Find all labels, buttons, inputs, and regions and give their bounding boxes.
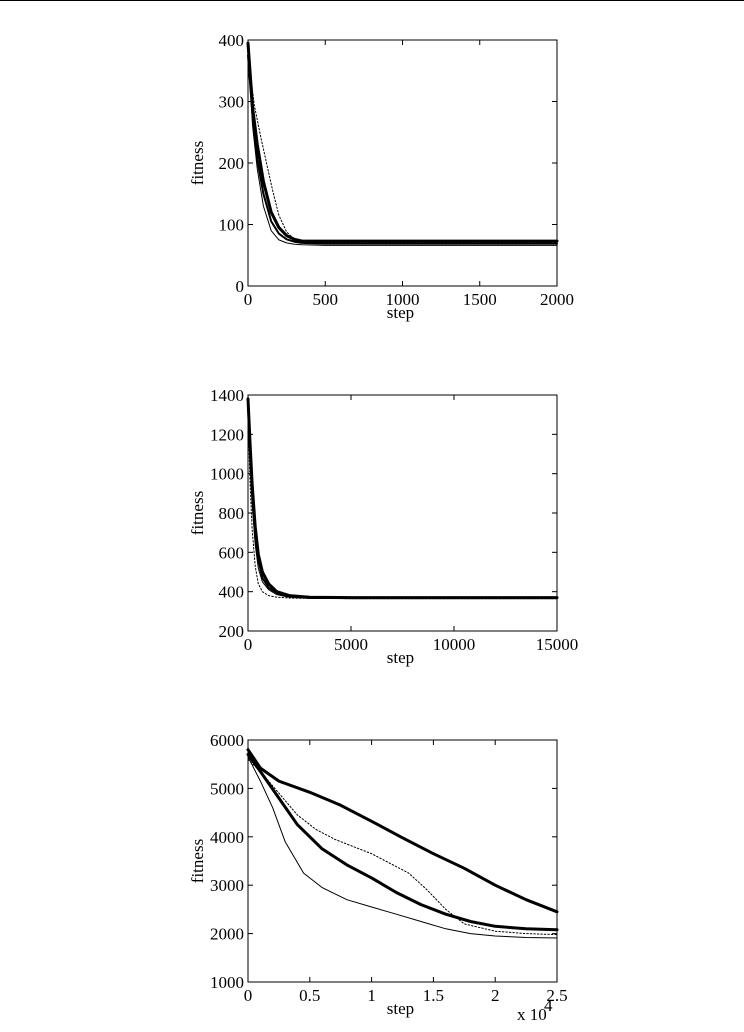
x-tick-label: 500 (313, 290, 339, 309)
x-axis-multiplier-exponent: 4 (544, 996, 553, 1015)
y-tick-label: 200 (219, 622, 245, 641)
plot-frame (247, 739, 558, 983)
series-line-2 (247, 48, 558, 246)
x-tick-label: 2000 (540, 290, 574, 309)
chart-2-fitness-vs-step: 0 5000 10000 15000 200 400 600 800 1000 1200 1400 s… (188, 386, 579, 667)
x-tick-label: 2.5 (546, 986, 567, 1005)
x-tick-label: 0 (244, 290, 253, 309)
page-top-rule (0, 0, 744, 1)
y-tick-label: 4000 (210, 828, 244, 847)
y-axis-label: fitness (188, 839, 207, 883)
x-tick-label: 0.5 (299, 986, 320, 1005)
series-line-1 (246, 41, 559, 243)
y-axis-label: fitness (188, 491, 207, 535)
plot-frame (247, 39, 558, 287)
x-axis-label: step (387, 648, 414, 667)
y-tick-label: 1000 (210, 465, 244, 484)
y-tick-label: 1200 (210, 425, 244, 444)
x-axis-label: step (387, 303, 414, 322)
y-axis-label: fitness (188, 141, 207, 185)
x-tick-label: 1.5 (423, 986, 444, 1005)
chart-3-fitness-vs-step: 0 0.5 1 1.5 2 2.5 1000 2000 3000 4000 5000 6000 step… (188, 731, 568, 1024)
series-line-4 (247, 401, 558, 599)
y-tick-label: 400 (219, 583, 245, 602)
x-axis-label: step (387, 999, 414, 1018)
series-line-1 (246, 748, 559, 914)
series-line-2 (246, 753, 559, 932)
x-tick-label: 1500 (463, 290, 497, 309)
y-tick-label: 1400 (210, 386, 244, 405)
y-tick-label: 0 (236, 277, 245, 296)
series-line-3 (247, 414, 558, 600)
chart-1-fitness-vs-step: 0 500 1000 1500 2000 0 100 200 300 400 step fitness (188, 31, 574, 322)
x-tick-label: 1 (367, 986, 376, 1005)
y-tick-label: 400 (219, 31, 245, 50)
series-line-4 (247, 54, 558, 245)
y-tick-label: 3000 (210, 876, 244, 895)
y-tick-label: 6000 (210, 731, 244, 750)
series-line-3 (247, 756, 558, 939)
y-tick-label: 2000 (210, 925, 244, 944)
y-tick-label: 200 (219, 154, 245, 173)
y-tick-label: 100 (219, 216, 245, 235)
plot-frame (247, 394, 558, 632)
x-tick-label: 5000 (334, 635, 368, 654)
y-tick-label: 600 (219, 543, 245, 562)
x-tick-label: 0 (244, 986, 253, 1005)
x-tick-label: 10000 (433, 635, 476, 654)
series-line-4 (247, 758, 558, 936)
x-tick-label: 0 (244, 635, 253, 654)
x-axis-multiplier: x 10 (517, 1005, 547, 1024)
y-tick-label: 300 (219, 93, 245, 112)
y-tick-label: 5000 (210, 779, 244, 798)
y-tick-label: 800 (219, 504, 245, 523)
x-tick-label: 2 (491, 986, 500, 1005)
x-tick-label: 15000 (536, 635, 579, 654)
y-tick-label: 1000 (210, 973, 244, 992)
x-tick-label: 1000 (386, 290, 420, 309)
